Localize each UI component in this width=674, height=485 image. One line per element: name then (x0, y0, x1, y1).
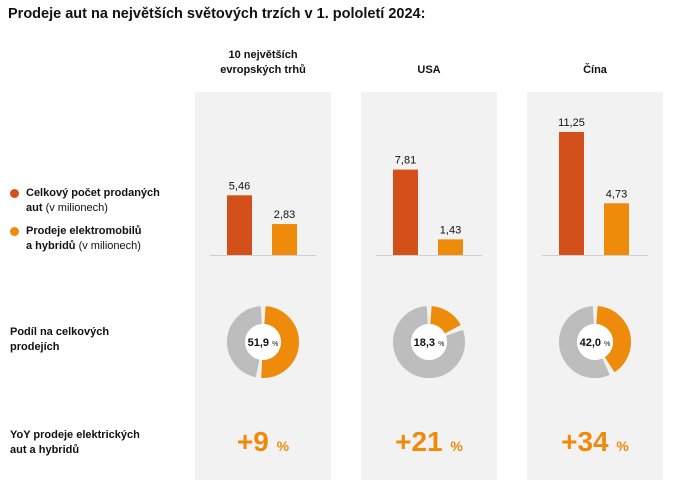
bar-total-china (559, 132, 584, 255)
panel-usa (361, 92, 497, 480)
yoy-unit-europe: % (277, 438, 290, 454)
share-label-usa: 18,3 % (414, 337, 445, 349)
panel-china (527, 92, 663, 480)
donut-segment-china (559, 306, 631, 378)
legend-ev-label: Prodeje elektromobilů a hybridů (26, 225, 142, 252)
column-header-usa: USA (344, 63, 514, 78)
chart-title: Prodeje aut na největších světových trzí… (8, 6, 426, 22)
share-label-europe: 51,9 % (248, 337, 279, 349)
bar-label-total-china: 11,25 (558, 117, 585, 129)
legend-ev-swatch (10, 227, 19, 236)
donut-rest-china (559, 306, 631, 378)
column-header-europe: 10 největších evropských trhů (178, 48, 348, 78)
share-unit-china: % (604, 341, 610, 348)
bar-total-usa (393, 169, 418, 255)
bar-label-ev-china: 4,73 (606, 188, 627, 200)
panel-europe (195, 92, 331, 480)
bar-label-total-usa: 7,81 (395, 155, 416, 167)
share-label-china: 42,0 % (580, 337, 611, 349)
yoy-unit-china: % (616, 438, 629, 454)
bar-label-ev-europe: 2,83 (274, 209, 295, 221)
legend-ev-unit: (v milionech) (78, 240, 141, 252)
column-header-line: evropských trhů (220, 64, 306, 76)
donut-hole-europe (245, 324, 281, 360)
share-unit-europe: % (272, 341, 278, 348)
bar-total-europe (227, 195, 252, 255)
bar-ev-usa (438, 239, 463, 255)
legend-total-unit: (v milionech) (45, 202, 108, 214)
donut-hole-china (577, 324, 613, 360)
legend-total-swatch (10, 189, 19, 198)
column-header-china: Čína (510, 63, 674, 78)
legend-ev: Prodeje elektromobilů a hybridů (v milio… (10, 224, 170, 254)
donut-segment-europe (227, 306, 299, 378)
donut-rest-usa (393, 306, 465, 378)
column-header-line: USA (417, 64, 441, 76)
donut-hole-usa (411, 324, 447, 360)
bar-label-total-europe: 5,46 (229, 180, 250, 192)
donut-rest-europe (227, 306, 299, 378)
yoy-value-europe: +9 % (237, 426, 290, 457)
bar-ev-europe (272, 224, 297, 255)
yoy-unit-usa: % (450, 438, 463, 454)
bar-label-ev-usa: 1,43 (440, 224, 461, 236)
legend-total-label: Celkový počet prodaných aut (26, 187, 160, 214)
share-unit-usa: % (438, 341, 444, 348)
column-header-line: Čína (583, 64, 607, 76)
row-label-yoy: YoY prodeje elektrických aut a hybridů (10, 429, 140, 456)
legend-total: Celkový počet prodaných aut (v milionech… (10, 186, 170, 216)
yoy-value-usa: +21 % (395, 426, 463, 457)
bar-ev-china (604, 203, 629, 255)
row-label-share: Podíl na celkových prodejích (10, 326, 110, 353)
yoy-value-china: +34 % (561, 426, 629, 457)
column-header-line: 10 největších (228, 49, 298, 61)
